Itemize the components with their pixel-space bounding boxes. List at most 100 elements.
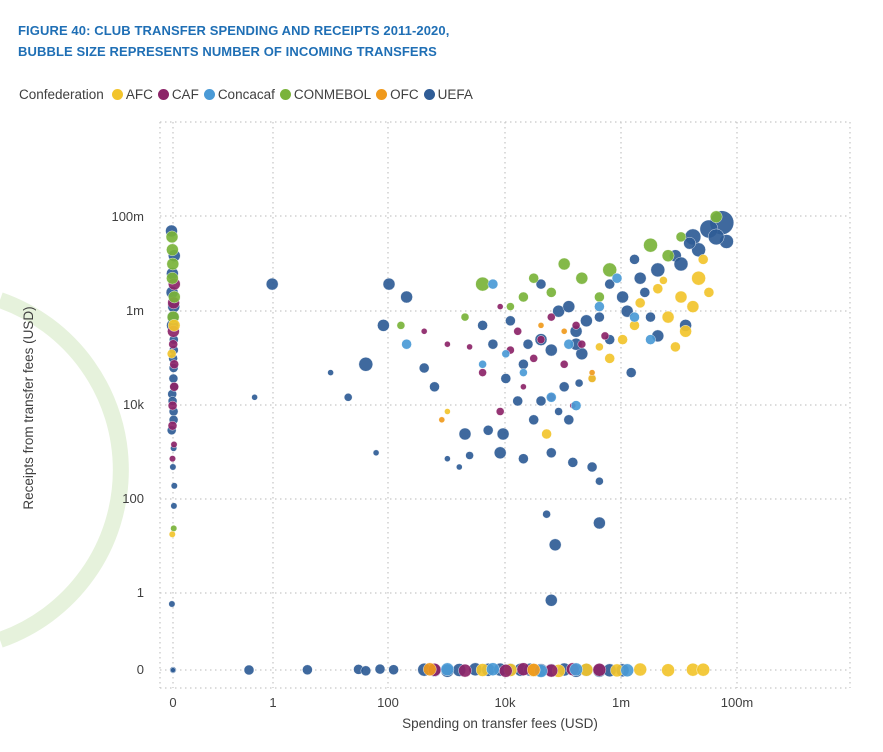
- bubble-zero-spending[interactable]: [165, 230, 179, 244]
- bubble-uefa[interactable]: [344, 393, 353, 402]
- bubble-ofc[interactable]: [561, 328, 568, 335]
- bubble-uefa[interactable]: [563, 414, 574, 425]
- bubble-concacaf[interactable]: [563, 339, 574, 350]
- bubble-afc[interactable]: [661, 310, 675, 324]
- bubble-concacaf[interactable]: [594, 301, 605, 312]
- bubble-conmebol[interactable]: [675, 231, 687, 243]
- bubble-uefa[interactable]: [691, 242, 706, 258]
- bubble-caf[interactable]: [577, 340, 586, 349]
- bubble-uefa[interactable]: [639, 287, 650, 298]
- bubble-uefa[interactable]: [400, 290, 413, 304]
- bubble-uefa[interactable]: [593, 516, 606, 530]
- bubble-ofc[interactable]: [537, 322, 545, 329]
- bubble-zero-receipts[interactable]: [360, 665, 371, 676]
- bubble-zero-receipts[interactable]: [458, 663, 472, 678]
- bubble-uefa[interactable]: [545, 594, 558, 607]
- bubble-conmebol[interactable]: [575, 272, 588, 285]
- bubble-zero-receipts[interactable]: [661, 663, 675, 677]
- bubble-concacaf[interactable]: [478, 360, 487, 369]
- bubble-uefa[interactable]: [465, 451, 474, 460]
- bubble-concacaf[interactable]: [501, 349, 510, 358]
- bubble-conmebol[interactable]: [396, 321, 406, 330]
- bubble-zero-receipts[interactable]: [388, 664, 399, 675]
- bubble-uefa[interactable]: [535, 278, 547, 290]
- bubble-uefa[interactable]: [496, 427, 510, 441]
- bubble-zero-receipts[interactable]: [696, 663, 710, 677]
- bubble-uefa[interactable]: [327, 369, 334, 376]
- bubble-ofc[interactable]: [438, 416, 445, 423]
- bubble-caf[interactable]: [529, 354, 538, 363]
- bubble-ofc[interactable]: [588, 369, 596, 376]
- bubble-uefa[interactable]: [542, 510, 551, 519]
- bubble-zero-receipts[interactable]: [243, 664, 255, 676]
- bubble-uefa[interactable]: [528, 414, 539, 425]
- bubble-afc[interactable]: [541, 428, 552, 440]
- bubble-zero-spending[interactable]: [166, 243, 179, 257]
- bubble-caf[interactable]: [497, 303, 504, 310]
- bubble-uefa[interactable]: [522, 339, 534, 350]
- bubble-zero-receipts[interactable]: [302, 664, 313, 675]
- bubble-uefa[interactable]: [645, 311, 656, 323]
- bubble-uefa[interactable]: [574, 378, 584, 388]
- bubble-conmebol[interactable]: [661, 249, 675, 262]
- bubble-afc[interactable]: [635, 297, 646, 309]
- bubble-afc[interactable]: [444, 408, 451, 415]
- bubble-uefa[interactable]: [545, 343, 558, 357]
- bubble-uefa[interactable]: [518, 453, 529, 464]
- bubble-uefa[interactable]: [535, 395, 547, 407]
- bubble-afc[interactable]: [686, 300, 700, 313]
- bubble-uefa[interactable]: [604, 278, 615, 290]
- bubble-caf[interactable]: [421, 328, 428, 335]
- bubble-uefa[interactable]: [494, 446, 507, 459]
- bubble-concacaf[interactable]: [629, 311, 640, 323]
- bubble-concacaf[interactable]: [546, 392, 557, 403]
- bubble-zero-receipts[interactable]: [569, 662, 583, 677]
- bubble-zero-receipts[interactable]: [633, 662, 647, 677]
- legend-item-uefa[interactable]: UEFA: [423, 87, 473, 102]
- bubble-zero-spending[interactable]: [167, 319, 181, 332]
- bubble-zero-receipts[interactable]: [499, 664, 513, 678]
- bubble-zero-spending[interactable]: [169, 382, 179, 392]
- bubble-uefa[interactable]: [487, 339, 499, 350]
- bubble-concacaf[interactable]: [519, 368, 528, 377]
- bubble-uefa[interactable]: [251, 394, 258, 401]
- bubble-afc[interactable]: [691, 271, 706, 286]
- bubble-conmebol[interactable]: [558, 257, 571, 271]
- bubble-zero-receipts[interactable]: [374, 663, 386, 675]
- bubble-zero-receipts[interactable]: [423, 662, 437, 676]
- bubble-uefa[interactable]: [595, 477, 604, 486]
- bubble-uefa[interactable]: [708, 228, 725, 246]
- bubble-afc[interactable]: [617, 334, 628, 345]
- bubble-uefa[interactable]: [377, 319, 390, 332]
- bubble-uefa[interactable]: [518, 359, 529, 370]
- bubble-conmebol[interactable]: [594, 291, 605, 303]
- bubble-uefa[interactable]: [419, 362, 430, 374]
- legend-item-concacaf[interactable]: Concacaf: [203, 87, 275, 102]
- bubble-concacaf[interactable]: [487, 278, 499, 290]
- bubble-conmebol[interactable]: [460, 312, 470, 322]
- bubble-conmebol[interactable]: [518, 291, 529, 303]
- bubble-uefa[interactable]: [559, 381, 570, 392]
- bubble-zero-spending[interactable]: [170, 441, 178, 448]
- bubble-caf[interactable]: [600, 331, 610, 341]
- bubble-uefa[interactable]: [477, 320, 488, 331]
- bubble-zero-spending[interactable]: [169, 463, 177, 471]
- bubble-conmebol[interactable]: [475, 276, 490, 292]
- bubble-zero-spending[interactable]: [166, 272, 179, 285]
- bubble-afc[interactable]: [698, 254, 709, 265]
- bubble-conmebol[interactable]: [602, 262, 617, 278]
- bubble-uefa[interactable]: [546, 447, 557, 458]
- bubble-afc[interactable]: [674, 290, 688, 304]
- bubble-uefa[interactable]: [483, 425, 494, 436]
- bubble-caf[interactable]: [513, 327, 522, 336]
- bubble-uefa[interactable]: [586, 461, 598, 473]
- bubble-zero-receipts[interactable]: [440, 662, 455, 676]
- bubble-caf[interactable]: [536, 335, 546, 344]
- bubble-uefa[interactable]: [372, 449, 380, 456]
- bubble-uefa[interactable]: [616, 290, 629, 304]
- bubble-afc[interactable]: [670, 341, 681, 353]
- bubble-uefa[interactable]: [505, 315, 516, 326]
- bubble-zero-spending[interactable]: [168, 339, 178, 349]
- bubble-zero-receipts[interactable]: [170, 667, 176, 673]
- bubble-uefa[interactable]: [429, 381, 440, 392]
